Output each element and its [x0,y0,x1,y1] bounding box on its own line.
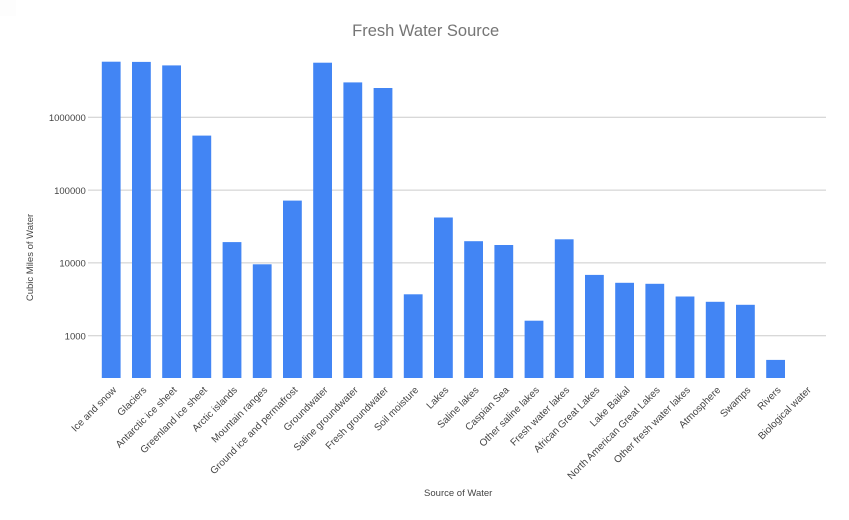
svg-text:Cubic Miles of Water: Cubic Miles of Water [25,214,36,301]
svg-text:1000: 1000 [65,332,86,343]
svg-text:10000: 10000 [59,259,85,270]
svg-text:1000000: 1000000 [49,113,86,124]
svg-text:100000: 100000 [54,186,86,197]
svg-text:Source of Water: Source of Water [424,488,492,499]
svg-text:Fresh Water Source: Fresh Water Source [352,22,499,40]
